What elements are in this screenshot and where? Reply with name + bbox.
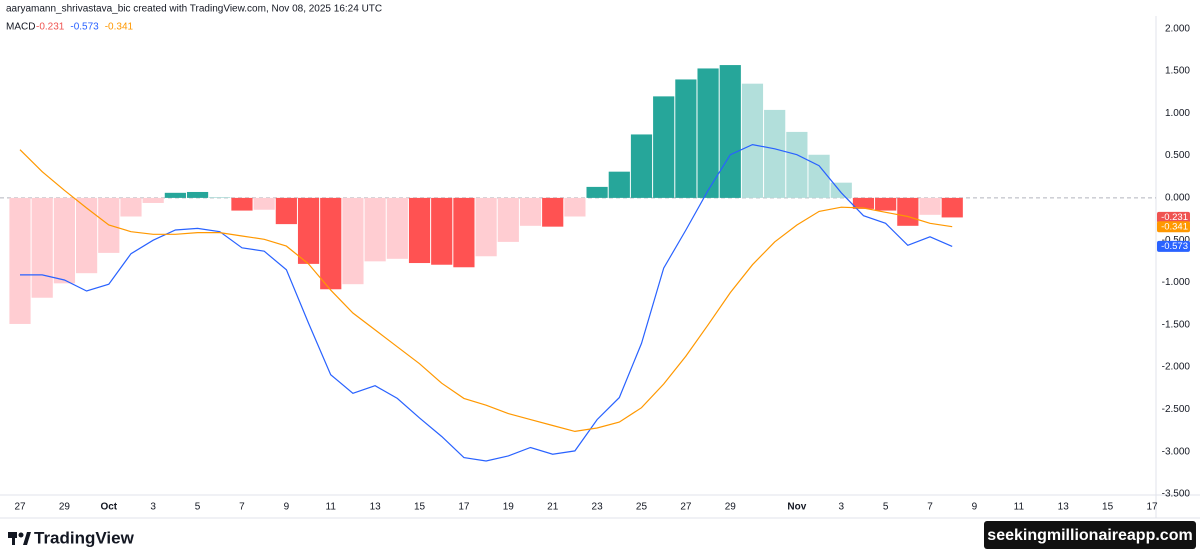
- line: [19, 149, 953, 433]
- x-tick-label: 27: [680, 502, 692, 513]
- histogram-bar: [608, 171, 630, 198]
- x-tick-label: 9: [284, 502, 290, 513]
- price-badge: [1157, 211, 1190, 223]
- line: [20, 143, 953, 462]
- histogram-bar: [741, 83, 764, 198]
- histogram-bar: [830, 182, 852, 198]
- histogram-bar: [764, 109, 786, 198]
- x-tick-label: 15: [1102, 502, 1114, 513]
- histogram-bar: [475, 197, 497, 257]
- histogram-bar: [897, 197, 919, 226]
- histogram-bar: [675, 79, 697, 198]
- legend-title: MACD: [6, 22, 35, 33]
- x-tick-label: 17: [1146, 502, 1158, 513]
- legend-value: -0.341: [105, 22, 134, 33]
- histogram-bar: [719, 65, 741, 198]
- x-tick-label: 9: [972, 502, 978, 513]
- histogram-bar: [586, 186, 608, 198]
- histogram-bar: [231, 197, 253, 211]
- price-badge-label: -0.231: [1161, 212, 1188, 223]
- histogram-bar: [53, 197, 75, 284]
- histogram-bar: [253, 197, 275, 210]
- x-tick-label: Nov: [787, 502, 806, 513]
- x-tick-label: 11: [326, 502, 337, 513]
- histogram-bar: [875, 197, 897, 211]
- histogram-bar: [275, 197, 297, 225]
- histogram-bar: [364, 197, 386, 262]
- tv-logo: [8, 532, 31, 545]
- histogram-bar: [697, 68, 719, 198]
- y-tick-label: 1.000: [1165, 108, 1190, 119]
- histogram-bar: [75, 197, 98, 274]
- histogram-bar: [630, 134, 653, 198]
- histogram-bar: [186, 191, 209, 198]
- price-badge: [1157, 240, 1190, 252]
- histogram-bar: [320, 197, 342, 290]
- y-tick-label: -3.000: [1162, 446, 1191, 457]
- x-tick-label: 15: [414, 502, 426, 513]
- histogram-bar: [919, 197, 941, 215]
- watermark-bg: [984, 521, 1196, 549]
- x-tick-label: 21: [547, 502, 559, 513]
- legend-value: -0.231: [36, 22, 65, 33]
- histogram-bar: [808, 154, 830, 198]
- histogram-bar: [519, 197, 542, 226]
- price-badge-label: -0.573: [1161, 241, 1188, 252]
- y-tick-label: -2.500: [1162, 404, 1191, 415]
- histogram-bar: [564, 197, 586, 217]
- histogram-bar: [852, 197, 875, 209]
- y-tick-label: 1.500: [1165, 66, 1190, 77]
- histogram-bar: [653, 96, 675, 198]
- histogram-bar: [164, 192, 186, 198]
- histogram-bar: [497, 197, 519, 242]
- y-tick-label: -3.500: [1162, 489, 1191, 500]
- y-tick-label: -1.000: [1162, 277, 1191, 288]
- x-tick-label: 5: [195, 502, 201, 513]
- histogram-bar: [31, 197, 53, 298]
- y-tick-label: -1.500: [1162, 319, 1191, 330]
- y-tick-label: 0.500: [1165, 150, 1190, 161]
- x-tick-label: 13: [370, 502, 382, 513]
- y-tick-label: 0.000: [1165, 193, 1190, 204]
- histogram-bar: [9, 197, 31, 324]
- x-tick-label: Oct: [100, 502, 117, 513]
- header-caption: aaryamann_shrivastava_bic created with T…: [6, 4, 382, 15]
- price-badge-label: -0.341: [1161, 221, 1188, 232]
- x-tick-label: 25: [636, 502, 648, 513]
- histogram-bar: [542, 197, 564, 227]
- y-tick-label: -2.000: [1162, 362, 1191, 373]
- watermark: seekingmillionaireapp.com: [987, 527, 1192, 544]
- x-tick-label: 7: [239, 502, 245, 513]
- x-tick-label: 3: [838, 502, 844, 513]
- x-tick-label: 23: [592, 502, 604, 513]
- histogram-bar: [209, 197, 231, 198]
- x-tick-label: 19: [503, 502, 515, 513]
- histogram-bar: [142, 197, 164, 203]
- x-tick-label: 17: [458, 502, 470, 513]
- y-tick-label: -0.500: [1162, 235, 1191, 246]
- x-tick-label: 3: [150, 502, 156, 513]
- x-tick-label: 7: [927, 502, 933, 513]
- price-badge: [1157, 221, 1190, 233]
- x-tick-label: 29: [725, 502, 737, 513]
- histogram-bar: [120, 197, 142, 217]
- legend-value: -0.573: [70, 22, 99, 33]
- x-tick-label: 11: [1014, 502, 1025, 513]
- y-tick-label: 2.000: [1165, 23, 1190, 34]
- histogram-bar: [941, 197, 963, 218]
- histogram-bar: [386, 197, 408, 259]
- histogram-bar: [297, 197, 320, 264]
- histogram-bar: [431, 197, 453, 265]
- x-tick-label: 13: [1058, 502, 1070, 513]
- footer-logo: TradingView: [34, 528, 135, 547]
- x-tick-label: 27: [14, 502, 26, 513]
- histogram-bar: [408, 197, 431, 264]
- histogram-bar: [342, 197, 364, 285]
- x-tick-label: 5: [883, 502, 889, 513]
- x-tick-label: 29: [59, 502, 71, 513]
- histogram-bar: [453, 197, 475, 268]
- histogram-bar: [786, 131, 808, 198]
